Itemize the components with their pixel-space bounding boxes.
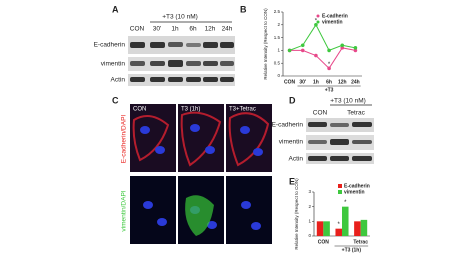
legend-label: E-cadherin <box>344 183 370 189</box>
group-label: +T3 <box>325 87 334 93</box>
y-axis-label: Relative Intensity (Respect to CON) <box>263 8 268 80</box>
x-tick-label: 30' <box>299 79 306 85</box>
panel-letter: C <box>112 95 119 105</box>
y-tick-label: 2 <box>308 204 311 209</box>
lane-label: 1h <box>171 26 179 33</box>
y-tick-label: 0 <box>308 233 311 238</box>
treatment-label: +T3 (10 nM) <box>162 14 198 21</box>
point <box>300 48 305 53</box>
row-label: Actin <box>289 156 304 163</box>
point <box>327 48 331 53</box>
x-tick-label: 6h <box>326 79 332 85</box>
lane-label: Tetrac <box>347 110 365 117</box>
legend-label: E-cadherin <box>322 13 348 19</box>
point <box>314 23 318 27</box>
lane-label: CON <box>313 110 328 117</box>
row-label: vimentin <box>279 139 304 146</box>
point <box>327 66 331 71</box>
annotation: * <box>338 222 341 228</box>
bar <box>335 228 342 236</box>
y-tick-label: 1 <box>277 48 280 53</box>
panel-letter: E <box>289 176 295 186</box>
point <box>353 48 358 53</box>
point <box>300 43 305 48</box>
bar <box>316 221 324 236</box>
point <box>353 46 358 50</box>
x-tick-label: 24h <box>351 79 360 85</box>
bar <box>323 221 330 236</box>
x-tick-label: Tetrac <box>353 239 368 245</box>
point <box>287 48 292 53</box>
legend-marker <box>338 184 342 188</box>
row-label: E-cadherin/DAPI <box>121 115 128 164</box>
panel-letter: D <box>289 95 296 105</box>
point <box>340 46 345 50</box>
x-tick-label: CON <box>318 239 330 245</box>
group-label: +T3 (1h) <box>342 247 362 253</box>
line <box>289 47 356 70</box>
line <box>289 23 356 52</box>
y-tick-label: 0 <box>277 73 280 78</box>
lane-label: 30' <box>153 26 161 33</box>
panel-letter: A <box>112 4 119 14</box>
y-tick-label: 0.5 <box>274 60 281 65</box>
row-label: E-cadherin <box>272 122 304 129</box>
row-label: vimentin <box>101 61 126 68</box>
lane-label: 12h <box>205 26 216 33</box>
y-tick-label: 1 <box>308 219 311 224</box>
legend-marker <box>316 14 320 18</box>
bar <box>342 206 349 236</box>
column-label: T3+Tetrac <box>229 107 256 113</box>
lane-label: 24h <box>222 26 233 33</box>
legend-marker <box>316 20 320 24</box>
y-tick-label: 3 <box>308 189 311 194</box>
panel-letter: B <box>240 4 247 14</box>
legend-label: vimentin <box>322 19 343 25</box>
column-label: CON <box>133 107 146 113</box>
point <box>314 53 318 58</box>
y-tick-label: 2.5 <box>274 9 281 14</box>
annotation: * <box>344 200 347 206</box>
y-tick-label: 1.5 <box>274 35 281 40</box>
bar <box>360 219 368 236</box>
y-tick-label: 2 <box>277 22 280 27</box>
treatment-label: +T3 (10 nM) <box>330 98 366 105</box>
bar <box>354 221 361 236</box>
x-tick-label: 1h <box>313 79 319 85</box>
row-label: vimentin/DAPI <box>121 190 128 231</box>
lane-label: 6h <box>189 26 197 33</box>
legend-marker <box>338 190 342 194</box>
x-tick-label: CON <box>284 79 296 85</box>
y-axis-label: Relative Intensity (Respect to CON) <box>294 178 299 250</box>
annotation: * <box>315 18 318 24</box>
row-label: Actin <box>111 77 126 84</box>
lane-label: CON <box>130 26 145 33</box>
annotation: * <box>328 62 331 68</box>
x-tick-label: 12h <box>338 79 347 85</box>
legend-label: vimentin <box>344 189 365 195</box>
row-label: E-cadherin <box>94 42 126 49</box>
column-label: T3 (1h) <box>181 107 200 113</box>
point <box>340 43 345 48</box>
